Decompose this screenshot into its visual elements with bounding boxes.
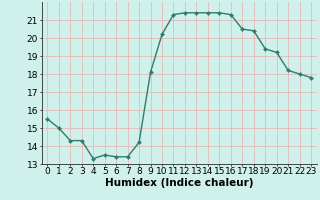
X-axis label: Humidex (Indice chaleur): Humidex (Indice chaleur) — [105, 178, 253, 188]
